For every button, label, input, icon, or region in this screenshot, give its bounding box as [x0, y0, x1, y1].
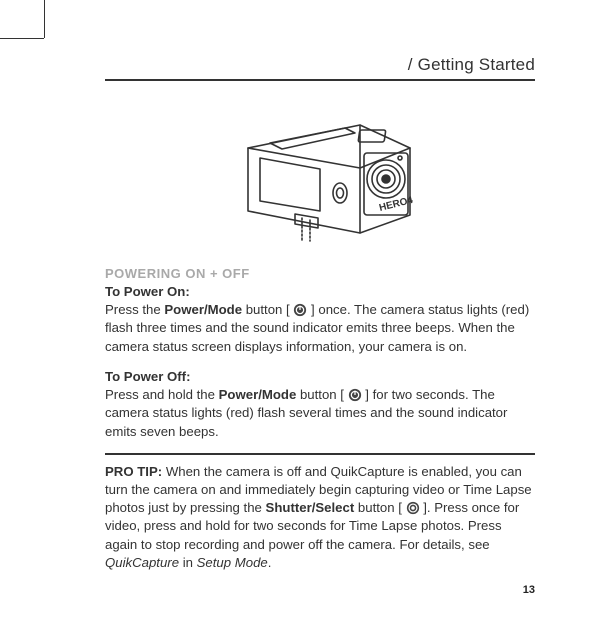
section-heading: POWERING ON + OFF — [105, 266, 535, 281]
power-mode-icon — [293, 303, 307, 317]
power-on-label: To Power On: — [105, 284, 190, 299]
power-mode-icon — [348, 388, 362, 402]
crop-mark-horizontal — [0, 38, 44, 39]
shutter-select-text: Shutter/Select — [266, 500, 355, 515]
setup-mode-ref: Setup Mode — [197, 555, 268, 570]
divider — [105, 453, 535, 455]
pro-tip-label: PRO TIP: — [105, 464, 162, 479]
power-mode-text-2: Power/Mode — [219, 387, 297, 402]
pro-tip-para: PRO TIP: When the camera is off and Quik… — [105, 463, 535, 572]
power-off-label: To Power Off: — [105, 369, 190, 384]
crop-mark-vertical — [44, 0, 45, 38]
page-content: / Getting Started — [105, 55, 535, 584]
power-off-para: To Power Off: Press and hold the Power/M… — [105, 368, 535, 441]
quikcapture-ref: QuikCapture — [105, 555, 179, 570]
camera-illustration: HERO4 — [105, 93, 535, 248]
power-mode-text: Power/Mode — [164, 302, 242, 317]
page-header: / Getting Started — [105, 55, 535, 81]
page-number: 13 — [523, 584, 535, 596]
power-on-para: To Power On: Press the Power/Mode button… — [105, 283, 535, 356]
shutter-select-icon — [406, 501, 420, 515]
